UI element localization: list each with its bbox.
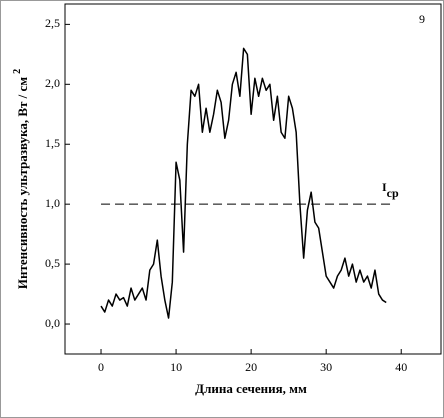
- y-axis-label: Интенсивность ультразвука, Вт / см 2: [12, 69, 30, 289]
- reference-label-sub: cp: [387, 186, 399, 200]
- x-tick-label: 40: [395, 360, 407, 374]
- y-tick-label: 1,5: [45, 136, 60, 150]
- x-tick-label: 10: [170, 360, 182, 374]
- x-tick-label: 0: [98, 360, 104, 374]
- reference-label-main: I: [382, 180, 387, 194]
- y-tick-label: 2,5: [45, 16, 60, 30]
- y-tick-label: 0,5: [45, 256, 60, 270]
- y-label-sup: 2: [12, 69, 23, 74]
- annotation: 9: [419, 12, 425, 26]
- x-tick-label: 20: [245, 360, 257, 374]
- reference-label: Icp: [382, 180, 399, 200]
- y-tick-label: 2,0: [45, 76, 60, 90]
- data-line: [100, 47, 387, 319]
- x-axis-label: Длина сечения, мм: [195, 381, 307, 396]
- y-axis-label-group: Интенсивность ультразвука, Вт / см 2: [12, 69, 30, 289]
- y-label-main: Интенсивность ультразвука, Вт / см: [15, 77, 30, 289]
- y-tick-label: 0,0: [45, 316, 60, 330]
- x-tick-label: 30: [320, 360, 332, 374]
- y-tick-label: 1,0: [45, 196, 60, 210]
- plot-frame: [64, 3, 442, 355]
